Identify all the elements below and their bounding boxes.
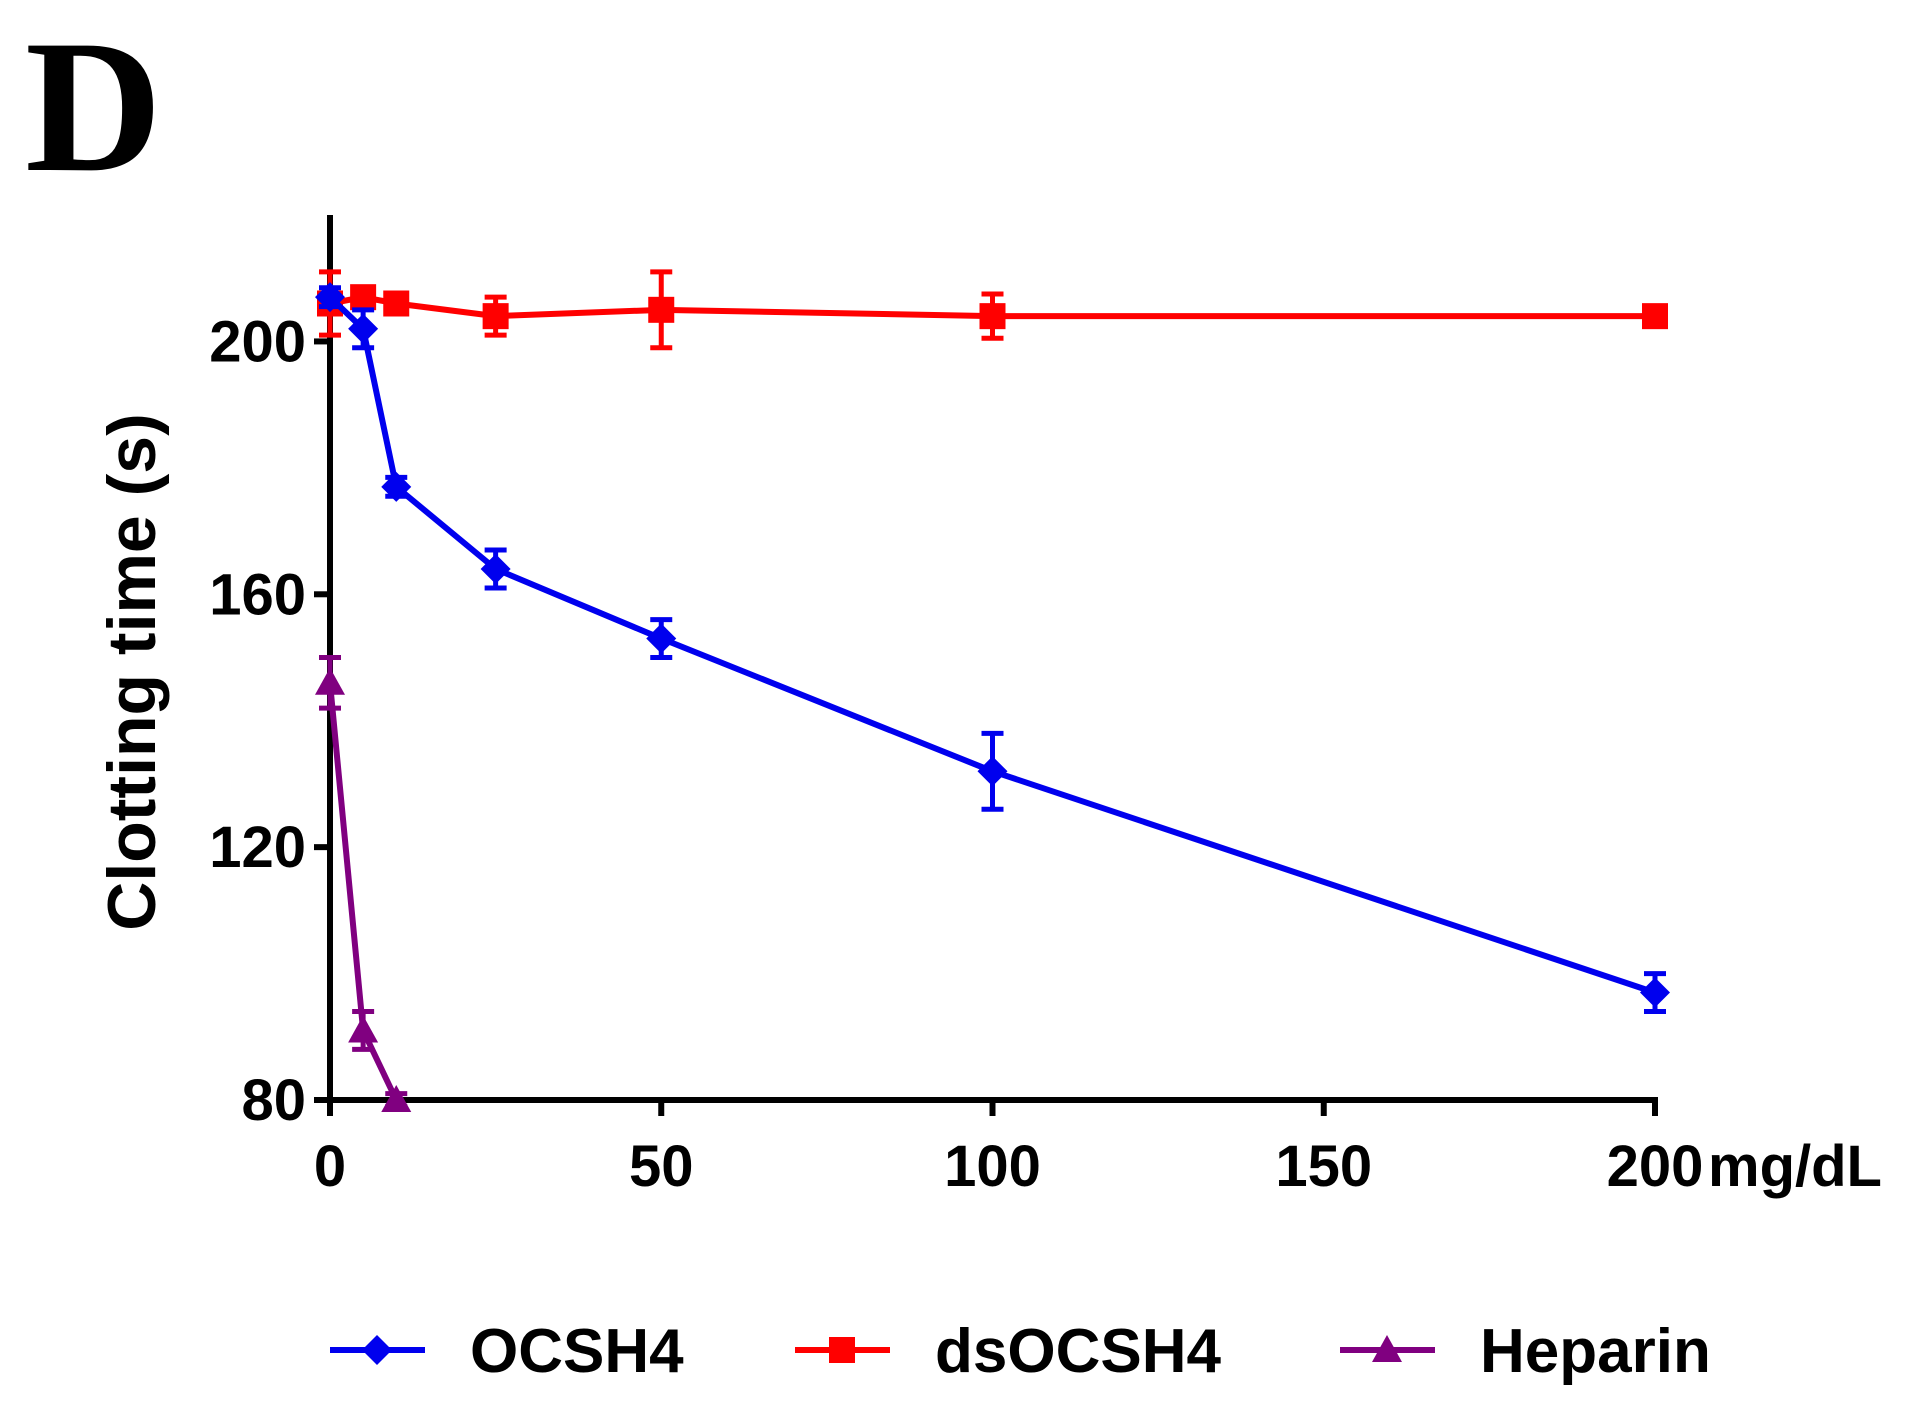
y-tick-label: 120 — [209, 815, 306, 880]
data-point-dsocsh4 — [482, 303, 509, 330]
legend-marker-dsocsh4 — [829, 1337, 855, 1363]
data-point-dsocsh4 — [383, 290, 410, 317]
legend-marker-heparin — [1372, 1335, 1402, 1362]
data-point-dsocsh4 — [979, 303, 1006, 330]
y-tick-label: 80 — [241, 1068, 306, 1133]
data-point-dsocsh4 — [1642, 303, 1668, 330]
x-tick-label: 200 — [1607, 1134, 1704, 1199]
data-point-heparin — [315, 667, 345, 695]
legend: OCSH4 dsOCSH4 Heparin — [330, 1317, 1711, 1386]
legend-item-dsocsh4: dsOCSH4 — [795, 1317, 1221, 1386]
data-point-ocsh4 — [480, 554, 511, 584]
legend-item-heparin: Heparin — [1340, 1317, 1711, 1386]
data-point-ocsh4 — [646, 623, 677, 654]
data-point-heparin — [381, 1085, 412, 1112]
series-line-ocsh4 — [327, 295, 1656, 996]
data-point-dsocsh4 — [350, 284, 377, 311]
series-ocsh4 — [315, 282, 1670, 1014]
series-heparin — [315, 655, 412, 1112]
data-point-heparin — [348, 1015, 379, 1043]
series-dsocsh4 — [317, 269, 1668, 351]
x-tick-label: 150 — [1275, 1134, 1372, 1199]
data-point-ocsh4 — [1640, 977, 1670, 1008]
legend-label-ocsh4: OCSH4 — [470, 1317, 684, 1386]
legend-label-dsocsh4: dsOCSH4 — [935, 1317, 1221, 1386]
y-axis-title: Clotting time (s) — [94, 413, 170, 931]
panel-label: D — [25, 2, 162, 212]
x-tick-label: 0 — [314, 1134, 346, 1199]
legend-label-heparin: Heparin — [1480, 1317, 1711, 1386]
x-tick-label: 50 — [629, 1134, 694, 1199]
legend-marker-ocsh4 — [362, 1335, 392, 1365]
data-point-ocsh4 — [348, 313, 379, 344]
plot-area: 80 120 160 200 0 50 100 150 200 — [209, 215, 1703, 1199]
legend-item-ocsh4: OCSH4 — [330, 1317, 684, 1386]
y-tick-label: 160 — [209, 562, 306, 627]
data-point-ocsh4 — [315, 282, 345, 313]
x-axis-unit: mg/dL — [1708, 1134, 1882, 1199]
x-tick-label: 100 — [944, 1134, 1041, 1199]
y-tick-label: 200 — [209, 309, 306, 374]
data-point-ocsh4 — [381, 471, 412, 502]
data-point-ocsh4 — [977, 756, 1008, 787]
data-point-dsocsh4 — [648, 296, 675, 323]
